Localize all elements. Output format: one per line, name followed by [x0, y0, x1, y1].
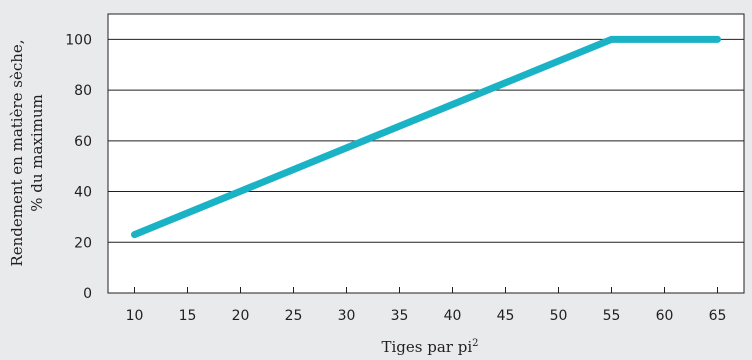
- series-group: [131, 35, 721, 239]
- x-tick-label-25: 25: [285, 308, 303, 324]
- x-tick-label-55: 55: [603, 308, 621, 324]
- y-axis-label-line-1: Rendement en matière sèche,: [8, 39, 26, 266]
- y-tick-label-100: 100: [65, 32, 92, 48]
- x-tick-label-20: 20: [232, 308, 250, 324]
- y-tick-label-60: 60: [74, 134, 92, 150]
- x-axis-label-superscript: 2: [472, 338, 478, 349]
- x-tick-label-10: 10: [126, 308, 144, 324]
- x-axis-label: Tiges par pi2: [381, 338, 478, 356]
- x-tick-label-40: 40: [444, 308, 462, 324]
- x-tick-label-45: 45: [497, 308, 515, 324]
- x-tick-label-30: 30: [338, 308, 356, 324]
- grid-lines: [108, 38, 744, 243]
- y-tick-label-40: 40: [74, 185, 92, 201]
- x-tick-label-35: 35: [391, 308, 409, 324]
- plot-area: [107, 13, 745, 294]
- y-tick-label-0: 0: [83, 286, 92, 302]
- x-axis-ticks: 10 15 20 25 30 35 40 45 50 55 60 65: [126, 287, 727, 324]
- y-tick-label-20: 20: [74, 235, 92, 251]
- y-axis-label-line-2: % du maximum: [28, 94, 46, 212]
- x-tick-label-65: 65: [709, 308, 727, 324]
- y-tick-label-80: 80: [74, 83, 92, 99]
- x-tick-label-60: 60: [656, 308, 674, 324]
- x-tick-label-15: 15: [179, 308, 197, 324]
- x-tick-label-50: 50: [550, 308, 568, 324]
- y-axis-ticks: 0 20 40 60 80 100: [65, 32, 92, 302]
- x-axis-label-text: Tiges par pi: [381, 338, 472, 356]
